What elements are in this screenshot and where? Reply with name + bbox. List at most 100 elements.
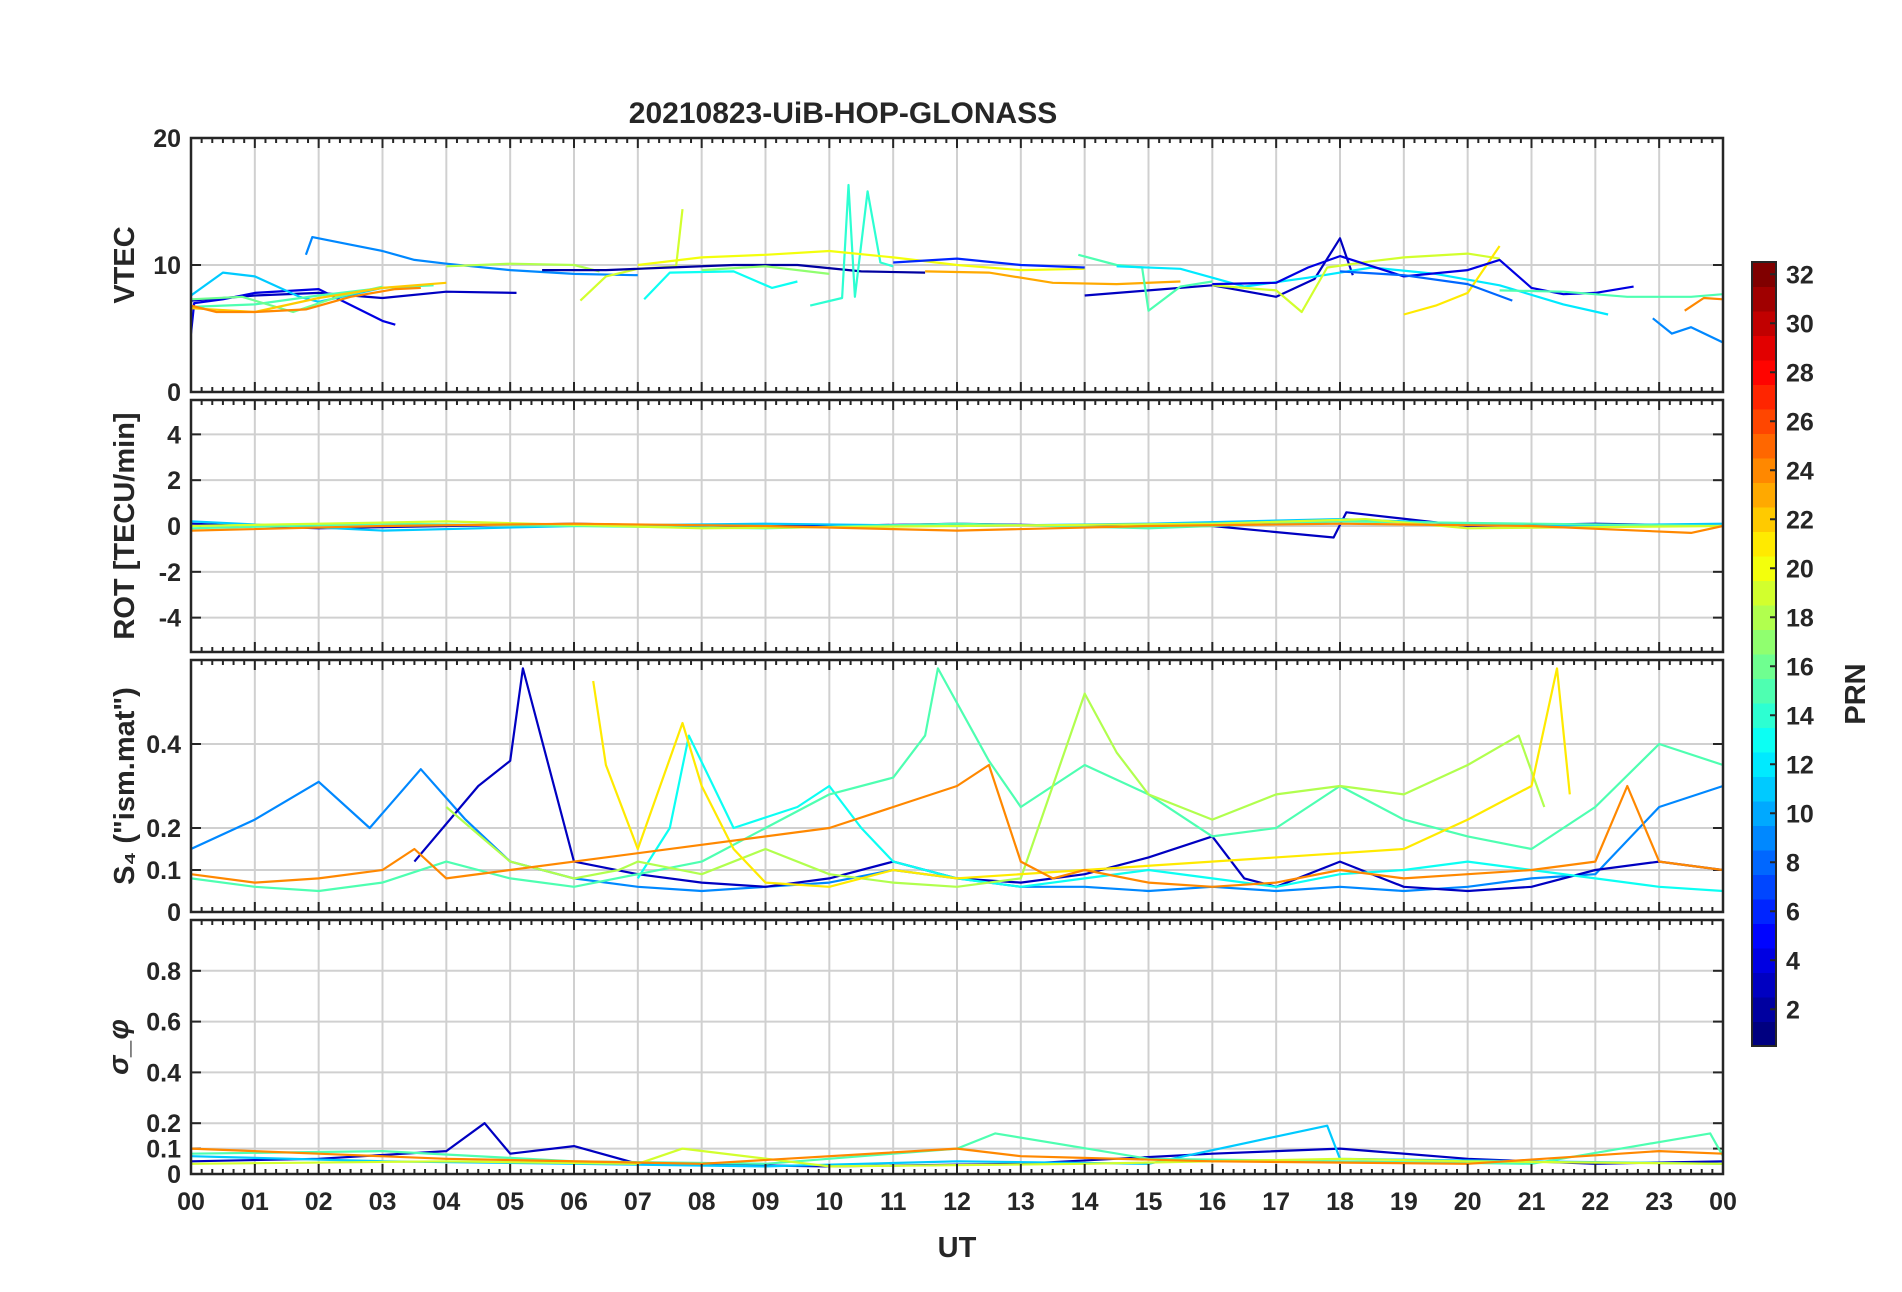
colorbar-frame xyxy=(1751,261,1777,1047)
colorbar-tick-label: 12 xyxy=(1786,751,1814,779)
y-axis-label-: σ_φ xyxy=(103,1019,135,1075)
panel-frame xyxy=(189,136,1725,394)
colorbar-tick-label: 24 xyxy=(1786,457,1814,485)
y-tick-label: 0 xyxy=(167,899,181,927)
series-line-prn-12 xyxy=(1116,265,1609,316)
colorbar-cell-prn-17 xyxy=(1752,629,1776,655)
colorbar-label: PRN xyxy=(1840,663,1872,724)
series-line-prn-13 xyxy=(643,270,798,301)
colorbar-tick-label: 6 xyxy=(1786,898,1800,926)
series-line-prn-15 xyxy=(191,667,1723,893)
x-axis-label: UT xyxy=(938,1232,977,1264)
series-line-prn-19 xyxy=(191,518,1723,530)
y-tick-label: 0.1 xyxy=(146,857,181,885)
colorbar-cell-prn-19 xyxy=(1752,580,1776,606)
series-line-prn-19 xyxy=(1212,252,1500,314)
series-line-prn-24 xyxy=(191,1147,1723,1165)
x-tick-label: 08 xyxy=(688,1188,716,1216)
colorbar-cell-prn-29 xyxy=(1752,335,1776,361)
series-line-prn-24 xyxy=(191,522,1723,534)
y-axis-label-s-ism-mat: S₄ ("ism.mat") xyxy=(109,687,141,885)
panel-4: 00.10.2 0.4 0.6 0.8 σ_φ xyxy=(103,918,1725,1189)
x-tick-label: 11 xyxy=(880,1188,907,1216)
x-tick-label: 17 xyxy=(1262,1188,1290,1216)
panel-frame xyxy=(189,658,1725,914)
x-tick-label: 12 xyxy=(943,1188,971,1216)
x-tick-label: 01 xyxy=(241,1188,269,1216)
series-line-prn-13 xyxy=(636,734,1723,893)
panel-1: 0 10 20 VTEC xyxy=(109,125,1725,407)
series-line-prn-18 xyxy=(445,692,1546,888)
x-tick-label: 19 xyxy=(1390,1188,1418,1216)
series-line-prn-9 xyxy=(304,236,638,277)
x-tick-label: 04 xyxy=(432,1188,460,1216)
y-tick-label: 0 xyxy=(167,513,181,541)
series-line-prn-4 xyxy=(191,288,396,334)
x-tick-label: 00 xyxy=(1709,1188,1737,1216)
x-tick-label: 09 xyxy=(752,1188,780,1216)
colorbar-cell-prn-13 xyxy=(1752,727,1776,753)
colorbar-cell-prn-23 xyxy=(1752,482,1776,508)
series-line-prn-3 xyxy=(1084,237,1354,298)
panel-2: -4 -2 0 2 4 ROT [TECU/min] xyxy=(109,398,1725,654)
y-tick-label: 0.4 xyxy=(146,731,181,759)
y-tick-label: 0 xyxy=(167,1161,181,1189)
series-line-prn-18 xyxy=(446,262,600,273)
y-tick-label: 0 xyxy=(167,379,181,407)
chart-title: 20210823-UiB-HOP-GLONASS xyxy=(629,97,1057,130)
colorbar-tick-label: 26 xyxy=(1786,408,1814,436)
y-tick-label: 0.2 xyxy=(146,815,181,843)
y-tick-label: 20 xyxy=(153,125,181,153)
colorbar-tick-label: 10 xyxy=(1786,800,1814,828)
colorbar-cell-prn-25 xyxy=(1752,433,1776,459)
series-line-prn-6 xyxy=(893,257,1085,269)
colorbar-tick-label: 30 xyxy=(1786,310,1814,338)
series-line-prn-20 xyxy=(637,249,1085,272)
colorbar-cell-prn-7 xyxy=(1752,874,1776,900)
x-tick-label: 05 xyxy=(496,1188,524,1216)
colorbar-tick-label: 16 xyxy=(1786,653,1814,681)
x-tick-label: 20 xyxy=(1454,1188,1482,1216)
series-group xyxy=(191,511,1723,539)
y-tick-label: 0.1 xyxy=(146,1136,181,1164)
y-axis-label-rot-tecu-min: ROT [TECU/min] xyxy=(109,412,141,639)
colorbar-tick-label: 2 xyxy=(1786,996,1800,1024)
x-tick-label: 23 xyxy=(1645,1188,1673,1216)
series-line-prn-23 xyxy=(925,270,1181,286)
series-line-prn-24 xyxy=(191,286,421,314)
panel-frame xyxy=(189,918,1725,1176)
series-line-prn-15 xyxy=(191,1132,1723,1165)
colorbar-tick-label: 18 xyxy=(1786,604,1814,632)
colorbar-tick-label: 28 xyxy=(1786,359,1814,387)
series-line-prn-17 xyxy=(701,265,830,275)
series-line-prn-2 xyxy=(542,263,926,274)
series-line-prn-21 xyxy=(592,667,1571,888)
y-axis-label-vtec: VTEC xyxy=(109,226,141,303)
colorbar-cell-prn-11 xyxy=(1752,776,1776,802)
series-line-prn-15 xyxy=(1078,253,1213,312)
colorbar-tick-label: 4 xyxy=(1786,947,1800,975)
y-tick-label: 0.8 xyxy=(146,958,181,986)
colorbar-cell-prn-1 xyxy=(1752,1021,1776,1047)
y-tick-label: 0.4 xyxy=(146,1059,181,1087)
panel-frame xyxy=(189,398,1725,654)
series-line-prn-21 xyxy=(1403,245,1501,316)
colorbar-tick-label: 20 xyxy=(1786,555,1814,583)
x-tick-label: 13 xyxy=(1007,1188,1035,1216)
series-line-prn-15 xyxy=(1499,289,1723,298)
colorbar-cell-prn-27 xyxy=(1752,384,1776,410)
colorbar-cell-prn-3 xyxy=(1752,972,1776,998)
colorbar-cell-prn-15 xyxy=(1752,678,1776,704)
series-line-prn-24 xyxy=(191,763,1723,888)
colorbar-tick-label: 32 xyxy=(1786,261,1814,289)
x-tick-label: 22 xyxy=(1581,1188,1609,1216)
y-tick-label: -2 xyxy=(159,559,181,587)
y-tick-label: 0.2 xyxy=(146,1110,181,1138)
series-group xyxy=(191,183,1723,344)
x-tick-label: 06 xyxy=(560,1188,588,1216)
x-tick-label: 10 xyxy=(815,1188,843,1216)
x-tick-label: 21 xyxy=(1518,1188,1546,1216)
series-line-prn-9 xyxy=(1652,317,1723,344)
